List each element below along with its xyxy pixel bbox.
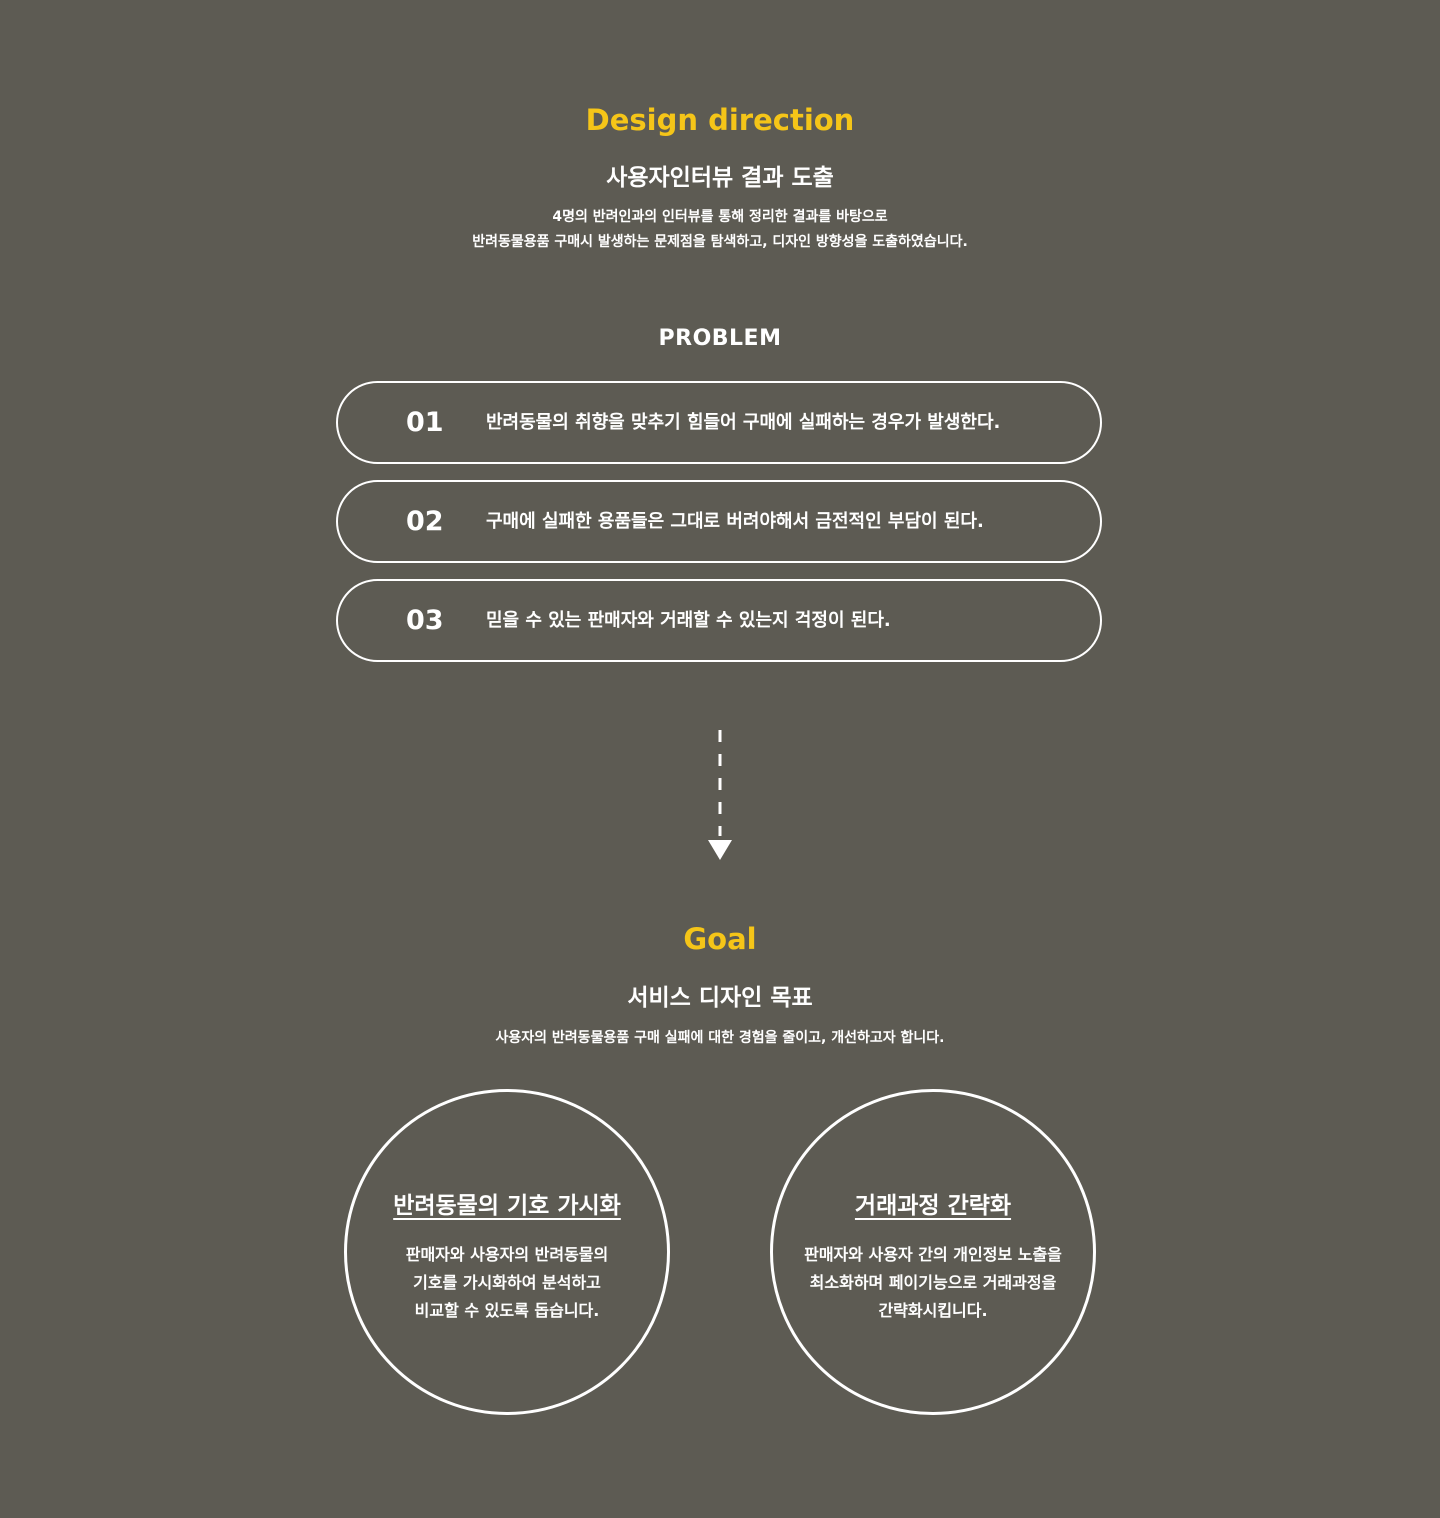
goal-heading: Goal bbox=[683, 922, 757, 956]
design-direction-heading: Design direction bbox=[585, 103, 855, 137]
problem-text: 반려동물의 취향을 맞추기 힘들어 구매에 실패하는 경우가 발생한다. bbox=[486, 412, 1001, 433]
goal-card-line: 기호를 가시화하여 분석하고 bbox=[413, 1273, 601, 1292]
problem-heading: PROBLEM bbox=[658, 326, 782, 351]
direction-description-line: 4명의 반려인과의 인터뷰를 통해 정리한 결과를 바탕으로 bbox=[552, 209, 888, 225]
goal-card-transaction: 거래과정 간략화 판매자와 사용자 간의 개인정보 노출을 최소화하며 페이기능… bbox=[770, 1089, 1096, 1415]
dashed-down-arrow-icon bbox=[708, 730, 732, 860]
goal-description: 사용자의 반려동물용품 구매 실패에 대한 경험을 줄이고, 개선하고자 합니다… bbox=[495, 1030, 945, 1046]
goal-card-title: 반려동물의 기호 가시화 bbox=[393, 1193, 621, 1219]
problem-number: 01 bbox=[406, 407, 444, 438]
goal-card-pet-preference: 반려동물의 기호 가시화 판매자와 사용자의 반려동물의 기호를 가시화하여 분… bbox=[344, 1089, 670, 1415]
problem-text: 믿을 수 있는 판매자와 거래할 수 있는지 걱정이 된다. bbox=[486, 610, 891, 631]
interview-result-title: 사용자인터뷰 결과 도출 bbox=[606, 165, 834, 191]
goal-card-line: 판매자와 사용자 간의 개인정보 노출을 bbox=[804, 1245, 1062, 1264]
problem-number: 03 bbox=[406, 605, 444, 636]
goal-card-line: 최소화하며 페이기능으로 거래과정을 bbox=[809, 1273, 1057, 1292]
goal-card-line: 비교할 수 있도록 돕습니다. bbox=[414, 1301, 600, 1320]
problem-item: 03 믿을 수 있는 판매자와 거래할 수 있는지 걱정이 된다. bbox=[336, 579, 1102, 662]
problem-number: 02 bbox=[406, 506, 444, 537]
goal-card-line: 간략화시킵니다. bbox=[878, 1301, 988, 1320]
goal-card-description: 판매자와 사용자의 반려동물의 기호를 가시화하여 분석하고 비교할 수 있도록… bbox=[347, 1241, 667, 1325]
goal-card-description: 판매자와 사용자 간의 개인정보 노출을 최소화하며 페이기능으로 거래과정을 … bbox=[773, 1241, 1093, 1325]
goal-card-title: 거래과정 간략화 bbox=[854, 1193, 1012, 1219]
goal-card-line: 판매자와 사용자의 반려동물의 bbox=[405, 1245, 609, 1264]
problem-text: 구매에 실패한 용품들은 그대로 버려야해서 금전적인 부담이 된다. bbox=[486, 511, 984, 532]
problem-item: 02 구매에 실패한 용품들은 그대로 버려야해서 금전적인 부담이 된다. bbox=[336, 480, 1102, 563]
direction-description: 4명의 반려인과의 인터뷰를 통해 정리한 결과를 바탕으로 반려동물용품 구매… bbox=[0, 205, 1440, 255]
goal-title: 서비스 디자인 목표 bbox=[627, 985, 813, 1011]
direction-description-line: 반려동물용품 구매시 발생하는 문제점을 탐색하고, 디자인 방향성을 도출하였… bbox=[472, 234, 968, 250]
problem-item: 01 반려동물의 취향을 맞추기 힘들어 구매에 실패하는 경우가 발생한다. bbox=[336, 381, 1102, 464]
